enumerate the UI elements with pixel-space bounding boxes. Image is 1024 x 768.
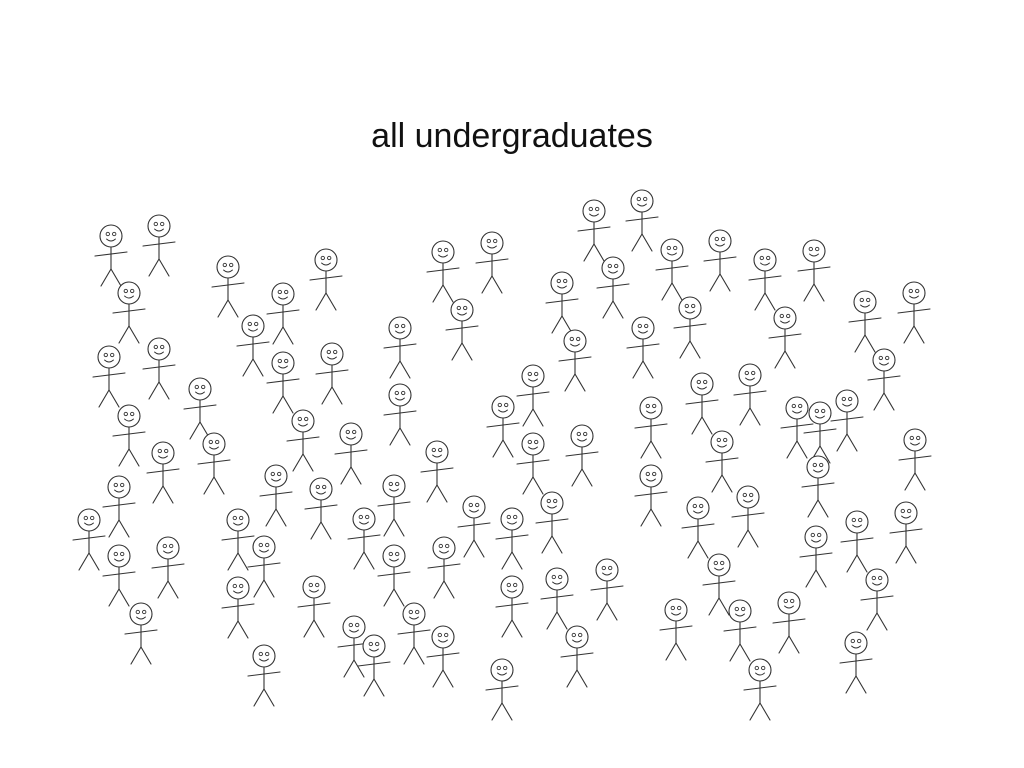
stick-figure-icon <box>545 271 579 334</box>
stick-figure-icon <box>768 306 802 369</box>
stick-figure-icon <box>659 598 693 661</box>
stick-figure-icon <box>221 508 255 571</box>
stick-figure-icon <box>799 525 833 588</box>
stick-figure-icon <box>540 567 574 630</box>
stick-figure-icon <box>102 475 136 538</box>
stick-figure-icon <box>475 231 509 294</box>
stick-figure-icon <box>673 296 707 359</box>
stick-figure-icon <box>848 290 882 353</box>
slide-title: all undergraduates <box>371 117 653 155</box>
stick-figure-icon <box>625 189 659 252</box>
stick-figure-icon <box>221 576 255 639</box>
stick-figure-icon <box>596 256 630 319</box>
stick-figure-icon <box>102 544 136 607</box>
stick-figure-icon <box>347 507 381 570</box>
stick-figure-icon <box>94 224 128 287</box>
stick-figure-icon <box>377 474 411 537</box>
stick-figure-icon <box>558 329 592 392</box>
stick-figure-icon <box>309 248 343 311</box>
stick-figure-icon <box>92 345 126 408</box>
stick-figure-icon <box>197 432 231 495</box>
stick-figure-icon <box>112 404 146 467</box>
stick-figure-icon <box>830 389 864 452</box>
stick-figure-icon <box>723 599 757 662</box>
stick-figure-icon <box>590 558 624 621</box>
stick-figure-icon <box>183 377 217 440</box>
stick-figure-icon <box>142 337 176 400</box>
stick-figure-icon <box>124 602 158 665</box>
stick-figure-icon <box>634 396 668 459</box>
stick-figure-icon <box>383 316 417 379</box>
stick-figure-icon <box>315 342 349 405</box>
stick-figure-icon <box>803 401 837 464</box>
stick-figure-icon <box>577 199 611 262</box>
stick-figure-icon <box>743 658 777 721</box>
stick-figure-icon <box>357 634 391 697</box>
stick-figure-icon <box>839 631 873 694</box>
stick-figure-icon <box>146 441 180 504</box>
stick-figure-icon <box>420 440 454 503</box>
stick-figure-icon <box>445 298 479 361</box>
stick-figure-icon <box>485 658 519 721</box>
stick-figure-icon <box>286 409 320 472</box>
stick-figure-icon <box>495 575 529 638</box>
stick-figure-icon <box>495 507 529 570</box>
stick-figure-icon <box>426 625 460 688</box>
stick-figure-icon <box>266 351 300 414</box>
stick-figure-icon <box>297 575 331 638</box>
stick-figure-icon <box>211 255 245 318</box>
stick-figure-icon <box>626 316 660 379</box>
stick-figure-icon <box>151 536 185 599</box>
stick-figure-icon <box>247 535 281 598</box>
stick-figure-icon <box>334 422 368 485</box>
stick-figure-icon <box>705 430 739 493</box>
stick-figure-icon <box>702 553 736 616</box>
stick-figure-icon <box>266 282 300 345</box>
stick-figure-icon <box>797 239 831 302</box>
stick-figure-icon <box>860 568 894 631</box>
stick-figure-icon <box>304 477 338 540</box>
stick-figure-icon <box>383 383 417 446</box>
stick-figure-icon <box>780 396 814 459</box>
stick-figure-icon <box>681 496 715 559</box>
stick-figure-icon <box>112 281 146 344</box>
stick-figure-icon <box>535 491 569 554</box>
stick-figure-icon <box>247 644 281 707</box>
stick-figure-icon <box>377 544 411 607</box>
stick-figure-icon <box>634 464 668 527</box>
stick-figure-icon <box>801 455 835 518</box>
stick-figure-icon <box>457 495 491 558</box>
stick-figure-icon <box>733 363 767 426</box>
stick-figure-icon <box>772 591 806 654</box>
stick-figure-icon <box>565 424 599 487</box>
stick-figure-icon <box>897 281 931 344</box>
stick-figure-icon <box>486 395 520 458</box>
stick-figure-icon <box>867 348 901 411</box>
stick-figure-icon <box>560 625 594 688</box>
stick-figure-icon <box>259 464 293 527</box>
stick-figure-icon <box>72 508 106 571</box>
stick-figure-icon <box>655 238 689 301</box>
stick-figure-icon <box>426 240 460 303</box>
stick-figure-icon <box>337 615 371 678</box>
stick-figure-icon <box>236 314 270 377</box>
stick-figure-icon <box>731 485 765 548</box>
stick-figure-icon <box>427 536 461 599</box>
stick-figure-icon <box>397 602 431 665</box>
stick-figure-icon <box>516 432 550 495</box>
stick-figure-icon <box>703 229 737 292</box>
stick-figure-icon <box>748 248 782 311</box>
stick-figure-icon <box>516 364 550 427</box>
stick-figure-icon <box>685 372 719 435</box>
stick-figure-icon <box>889 501 923 564</box>
stick-figure-icon <box>840 510 874 573</box>
stick-figure-icon <box>898 428 932 491</box>
stick-figure-icon <box>142 214 176 277</box>
